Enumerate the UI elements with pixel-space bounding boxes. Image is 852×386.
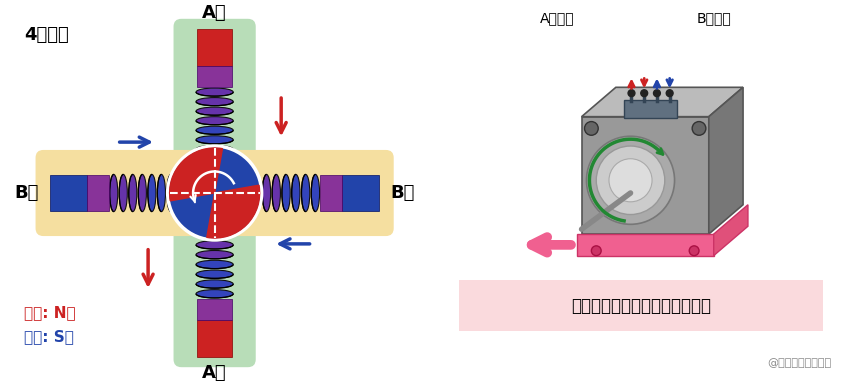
FancyBboxPatch shape	[459, 280, 823, 331]
FancyBboxPatch shape	[197, 299, 233, 320]
Ellipse shape	[196, 221, 233, 229]
Circle shape	[591, 246, 602, 256]
FancyBboxPatch shape	[582, 117, 709, 234]
Ellipse shape	[196, 270, 233, 278]
Ellipse shape	[196, 241, 233, 249]
Ellipse shape	[176, 174, 185, 212]
FancyBboxPatch shape	[174, 19, 256, 367]
Ellipse shape	[272, 174, 280, 212]
Ellipse shape	[291, 174, 300, 212]
Polygon shape	[714, 205, 748, 256]
Ellipse shape	[311, 174, 320, 212]
Circle shape	[666, 90, 673, 96]
Ellipse shape	[119, 174, 127, 212]
Ellipse shape	[196, 117, 233, 125]
Text: B相输入: B相输入	[696, 12, 731, 25]
Ellipse shape	[196, 280, 233, 288]
Ellipse shape	[196, 260, 233, 269]
FancyBboxPatch shape	[88, 175, 109, 211]
Wedge shape	[207, 185, 260, 238]
FancyBboxPatch shape	[50, 175, 88, 211]
Text: 蓝色: S极: 蓝色: S极	[24, 329, 73, 344]
Text: B相: B相	[14, 184, 38, 202]
FancyBboxPatch shape	[197, 320, 233, 357]
Polygon shape	[582, 87, 743, 117]
Text: A相: A相	[202, 364, 227, 382]
Ellipse shape	[302, 174, 310, 212]
Ellipse shape	[196, 145, 233, 153]
Wedge shape	[170, 148, 222, 201]
Ellipse shape	[167, 174, 175, 212]
Circle shape	[584, 122, 598, 135]
Text: 转子转动并连续执行步进操作。: 转子转动并连续执行步进操作。	[572, 296, 711, 315]
FancyBboxPatch shape	[342, 175, 379, 211]
Ellipse shape	[129, 174, 137, 212]
Text: 红色: N极: 红色: N极	[24, 306, 76, 320]
Ellipse shape	[196, 251, 233, 259]
FancyBboxPatch shape	[320, 175, 342, 211]
Text: A相输入: A相输入	[540, 12, 574, 25]
Ellipse shape	[196, 290, 233, 298]
Ellipse shape	[138, 174, 147, 212]
Text: B相: B相	[391, 184, 415, 202]
Circle shape	[596, 146, 665, 215]
Ellipse shape	[243, 174, 251, 212]
Ellipse shape	[196, 136, 233, 144]
Ellipse shape	[282, 174, 291, 212]
Ellipse shape	[196, 126, 233, 134]
Text: 4极电机: 4极电机	[24, 25, 68, 44]
Polygon shape	[709, 87, 743, 234]
Ellipse shape	[252, 174, 261, 212]
FancyBboxPatch shape	[577, 234, 714, 256]
Text: A相: A相	[202, 4, 227, 22]
FancyBboxPatch shape	[197, 66, 233, 87]
Circle shape	[641, 90, 648, 96]
Circle shape	[628, 90, 635, 96]
FancyBboxPatch shape	[624, 100, 676, 118]
Circle shape	[692, 122, 705, 135]
FancyBboxPatch shape	[36, 150, 394, 236]
Circle shape	[586, 136, 675, 224]
Circle shape	[168, 146, 262, 240]
Ellipse shape	[196, 155, 233, 163]
Ellipse shape	[262, 174, 271, 212]
Circle shape	[609, 159, 652, 202]
FancyBboxPatch shape	[197, 29, 233, 66]
Ellipse shape	[158, 174, 165, 212]
Ellipse shape	[196, 88, 233, 96]
Text: @稀土掘金技术社区: @稀土掘金技术社区	[767, 358, 831, 368]
Circle shape	[653, 90, 660, 96]
Ellipse shape	[196, 231, 233, 239]
Ellipse shape	[196, 98, 233, 106]
Circle shape	[689, 246, 699, 256]
Ellipse shape	[196, 107, 233, 115]
Ellipse shape	[148, 174, 156, 212]
Ellipse shape	[110, 174, 118, 212]
